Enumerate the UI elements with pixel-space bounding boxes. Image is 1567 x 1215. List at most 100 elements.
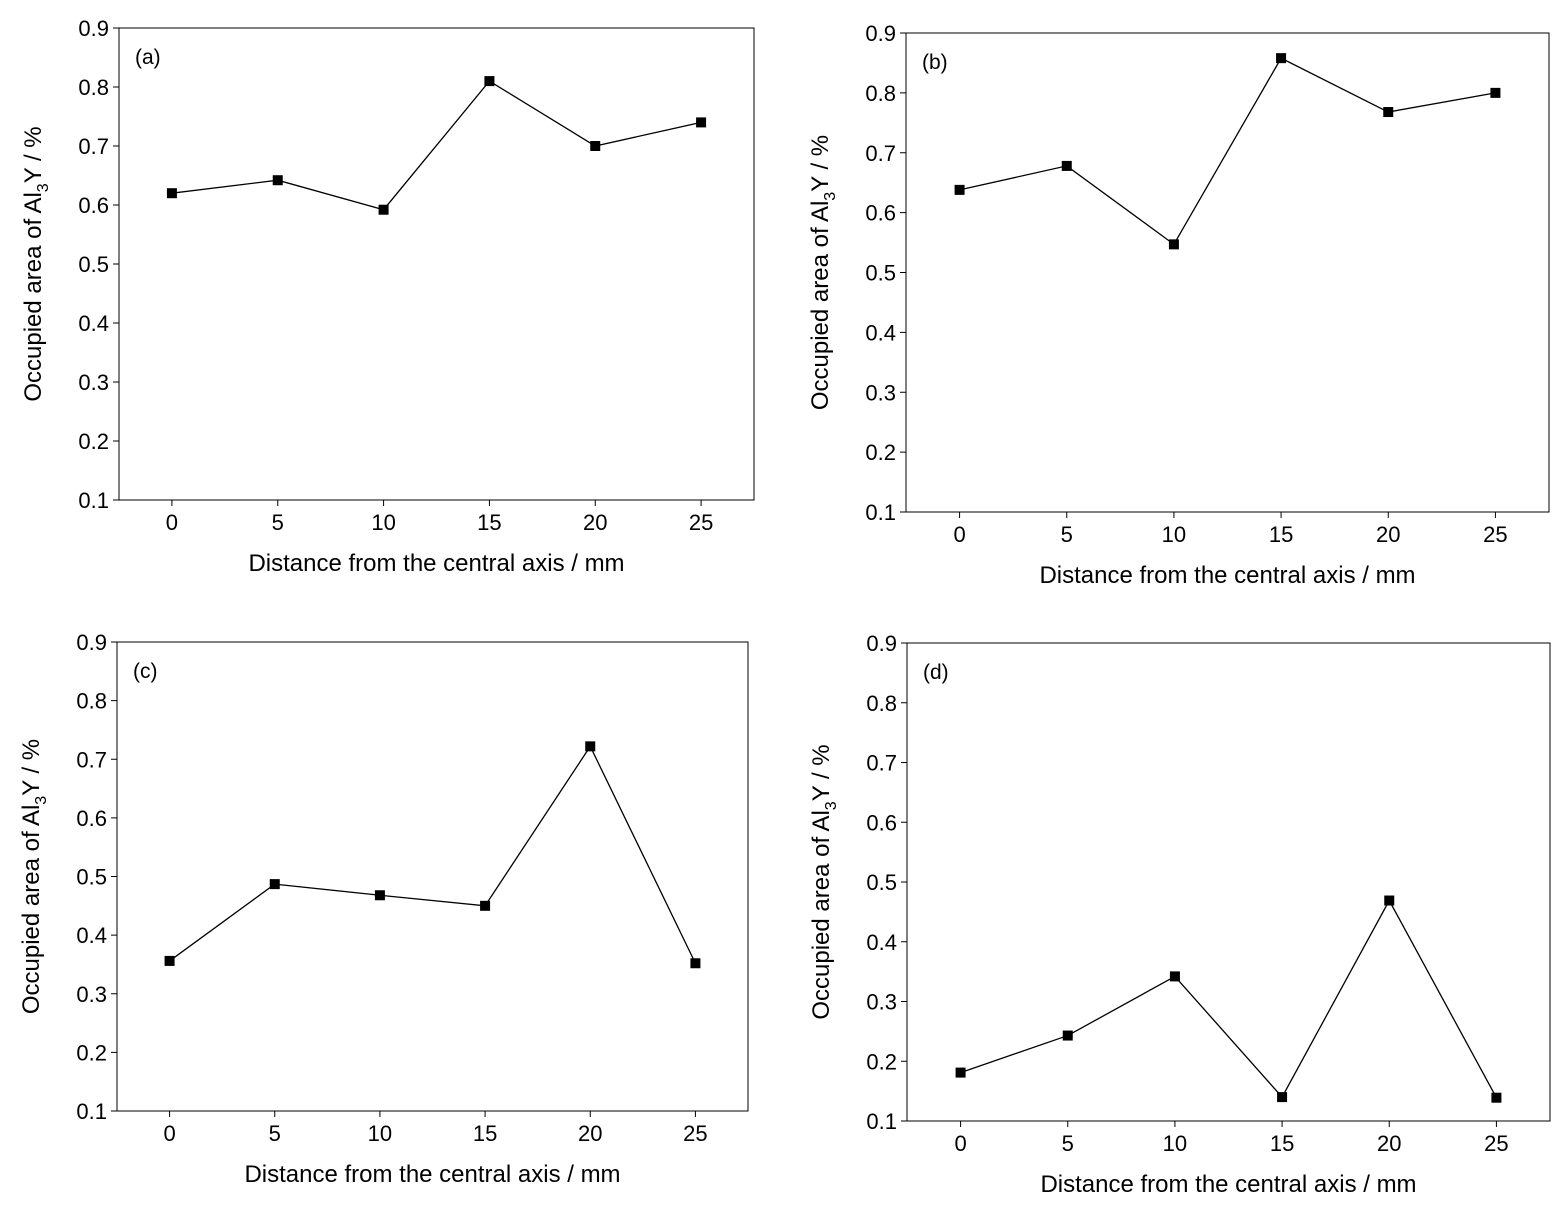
y-tick-label: 0.9 <box>865 21 896 46</box>
y-tick-label: 0.8 <box>865 81 896 106</box>
panel-label: (b) <box>922 51 948 74</box>
y-axis-title: Occupied area of Al3Y / % <box>807 135 839 410</box>
x-tick-label: 10 <box>1162 522 1186 547</box>
y-tick-label: 0.5 <box>865 261 896 286</box>
x-axis-title: Distance from the central axis / mm <box>244 1161 620 1188</box>
series-line <box>169 745 697 964</box>
y-tick-label: 0.6 <box>865 201 896 226</box>
y-axis-title: Occupied area of Al3Y / % <box>20 126 52 401</box>
chart-panel-b: 0.1 0.2 0.3 0.4 0.5 0.6 0.7 0.8 0.9 0 5 10 15 20 25 Dis… <box>807 21 1550 589</box>
y-tick-label: 0.7 <box>865 141 896 166</box>
data-point <box>585 741 596 752</box>
y-tick-label: 0.3 <box>78 370 109 395</box>
y-tick-label: 0.2 <box>866 1049 897 1074</box>
x-tick-label: 0 <box>163 1121 175 1146</box>
data-point <box>164 955 175 966</box>
chart-panel-c: 0.1 0.2 0.3 0.4 0.5 0.6 0.7 0.8 0.9 0 5 10 15 20 25 Dis… <box>18 630 749 1188</box>
x-tick-label: 5 <box>1062 1131 1074 1156</box>
x-tick-label: 25 <box>683 1121 707 1146</box>
x-tick-label: 15 <box>1269 522 1293 547</box>
y-axis-title: Occupied area of Al3Y / % <box>808 744 840 1019</box>
x-tick-label: 20 <box>1376 522 1400 547</box>
x-tick-label: 0 <box>954 1131 966 1156</box>
y-tick-label: 0.6 <box>866 810 897 835</box>
data-point <box>374 890 385 901</box>
y-tick-label: 0.8 <box>866 691 897 716</box>
data-point <box>690 958 701 969</box>
y-tick-label: 0.3 <box>865 380 896 405</box>
data-point <box>1383 107 1394 118</box>
x-axis-title: Distance from the central axis / mm <box>1040 1171 1416 1198</box>
chart-panel-a: 0.1 0.2 0.3 0.4 0.5 0.6 0.7 0.8 0.9 0 5 10 15 20 25 Dis… <box>20 16 755 577</box>
y-tick-label: 0.7 <box>76 747 107 772</box>
y-tick-label: 0.4 <box>866 930 897 955</box>
data-point <box>1277 1092 1288 1103</box>
plot-frame <box>906 642 1551 1122</box>
data-point <box>1168 239 1179 250</box>
y-tick-label: 0.4 <box>76 923 107 948</box>
data-point <box>480 900 491 911</box>
y-tick-label: 0.1 <box>78 488 109 513</box>
y-tick-label: 0.6 <box>76 806 107 831</box>
data-point <box>1491 1092 1502 1103</box>
x-tick-label: 5 <box>1061 522 1073 547</box>
x-tick-label: 15 <box>477 510 501 535</box>
y-tick-label: 0.2 <box>865 440 896 465</box>
x-tick-label: 10 <box>1163 1131 1187 1156</box>
x-tick-label: 10 <box>371 510 395 535</box>
y-tick-label: 0.5 <box>78 252 109 277</box>
series-line <box>960 899 1497 1099</box>
y-tick-label: 0.4 <box>78 311 109 336</box>
data-point <box>1169 971 1180 982</box>
panel-label: (c) <box>133 660 158 683</box>
series-line <box>171 80 702 211</box>
x-tick-label: 20 <box>1377 1131 1401 1156</box>
data-point <box>1384 895 1395 906</box>
data-point <box>954 184 965 195</box>
data-point <box>272 175 283 186</box>
chart-panel-d: 0.1 0.2 0.3 0.4 0.5 0.6 0.7 0.8 0.9 0 5 10 15 20 25 Dis… <box>808 631 1551 1198</box>
x-tick-label: 15 <box>1270 1131 1294 1156</box>
y-tick-label: 0.5 <box>866 870 897 895</box>
data-point <box>166 188 177 199</box>
data-point <box>1276 53 1287 64</box>
x-tick-label: 20 <box>578 1121 602 1146</box>
y-tick-label: 0.1 <box>76 1099 107 1124</box>
panel-label: (a) <box>135 46 161 69</box>
x-tick-label: 25 <box>1483 522 1507 547</box>
x-axis-title: Distance from the central axis / mm <box>1039 562 1415 589</box>
x-tick-label: 25 <box>689 510 713 535</box>
data-point <box>484 76 495 87</box>
y-tick-label: 0.9 <box>866 631 897 656</box>
y-tick-label: 0.7 <box>78 134 109 159</box>
y-tick-label: 0.9 <box>76 630 107 655</box>
x-tick-label: 25 <box>1484 1131 1508 1156</box>
data-point <box>1490 87 1501 98</box>
data-point <box>590 141 601 151</box>
data-point <box>378 204 389 215</box>
y-tick-label: 0.1 <box>866 1109 897 1134</box>
y-axis-title: Occupied area of Al3Y / % <box>18 739 50 1014</box>
y-tick-label: 0.7 <box>866 751 897 776</box>
x-tick-label: 5 <box>269 1121 281 1146</box>
y-tick-label: 0.8 <box>78 75 109 100</box>
x-tick-label: 0 <box>166 510 178 535</box>
panel-label: (d) <box>923 661 949 684</box>
data-point <box>269 879 280 890</box>
y-tick-label: 0.3 <box>76 982 107 1007</box>
y-tick-label: 0.2 <box>76 1040 107 1065</box>
y-tick-label: 0.8 <box>76 689 107 714</box>
y-tick-label: 0.3 <box>866 990 897 1015</box>
y-tick-label: 0.1 <box>865 500 896 525</box>
x-axis-title: Distance from the central axis / mm <box>248 550 624 577</box>
data-point <box>696 117 707 128</box>
x-tick-label: 0 <box>953 522 965 547</box>
y-tick-label: 0.2 <box>78 429 109 454</box>
x-tick-label: 5 <box>272 510 284 535</box>
x-tick-label: 15 <box>473 1121 497 1146</box>
y-tick-label: 0.9 <box>78 16 109 41</box>
y-tick-label: 0.4 <box>865 320 896 345</box>
data-point <box>1062 1030 1073 1041</box>
series-line <box>959 57 1496 246</box>
